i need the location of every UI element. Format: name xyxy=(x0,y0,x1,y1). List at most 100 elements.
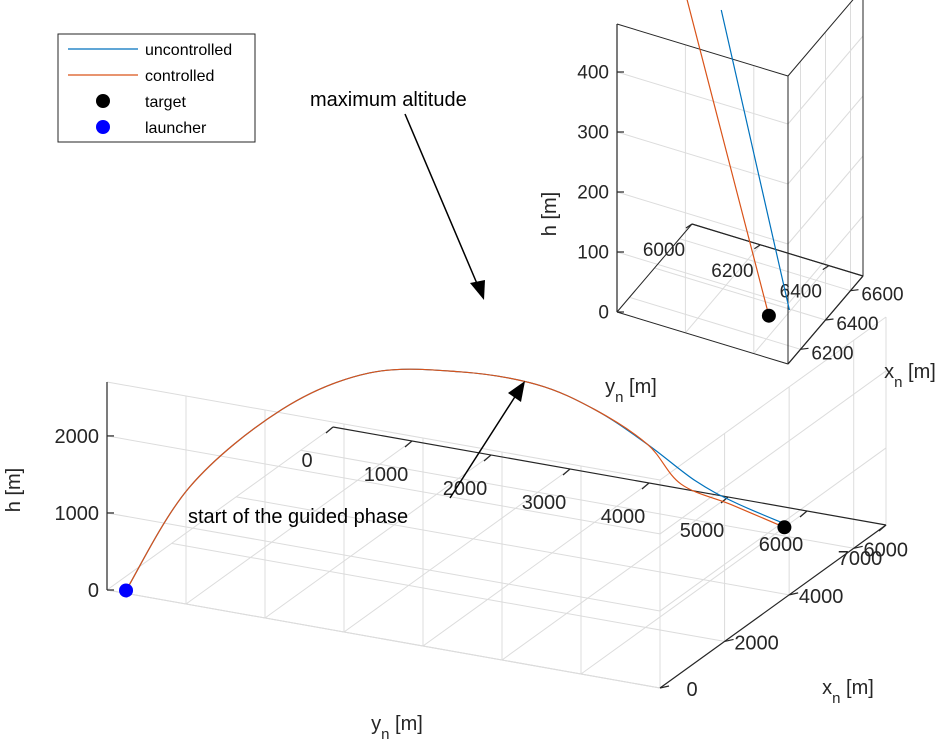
box-edge xyxy=(106,589,661,689)
y-axis-line xyxy=(691,223,864,277)
series-controlled xyxy=(125,368,785,591)
main-series xyxy=(119,368,792,598)
x-tick-label: 0 xyxy=(686,679,697,701)
annotation-max-altitude: maximum altitude xyxy=(310,89,485,300)
series-uncontrolled xyxy=(720,9,790,311)
x-tick-label: 6200 xyxy=(811,343,853,364)
x-tick-label: 2000 xyxy=(734,632,779,654)
z-tick-label: 400 xyxy=(577,63,609,84)
z-tick-label: 0 xyxy=(598,303,609,324)
x-axis-line xyxy=(659,524,887,689)
grid-line xyxy=(264,454,492,619)
grid-line xyxy=(629,296,801,350)
legend-marker-target xyxy=(96,94,110,108)
y-tick-label: 2000 xyxy=(443,478,488,500)
inset-x-axis-label: xn [m] xyxy=(884,361,936,391)
box-edge xyxy=(616,223,693,313)
box-edge xyxy=(616,311,789,365)
grid-line xyxy=(616,131,789,185)
grid-line xyxy=(106,426,334,591)
main-axes xyxy=(106,316,887,689)
box-edge xyxy=(659,316,887,481)
grid-line xyxy=(616,251,789,305)
inset-3d-chart: 0 100 200 300 400 6000 6200 6400 6200 6400 6600 h … xyxy=(539,0,936,406)
y-tick-label: 1000 xyxy=(364,464,409,486)
z-tick-label: 0 xyxy=(88,580,99,602)
x-tick-label: 6000 xyxy=(863,539,908,561)
x-tick xyxy=(789,592,799,596)
grid-line xyxy=(343,468,571,633)
z-tick-label: 300 xyxy=(577,123,609,144)
y-tick xyxy=(404,440,413,448)
main-3d-chart: 0100020000100020003000400050006000700002… xyxy=(3,89,908,741)
grid-line xyxy=(787,35,864,125)
y-tick-label: 6400 xyxy=(780,282,822,303)
grid-line xyxy=(501,496,729,661)
grid-line xyxy=(300,449,854,549)
y-tick-label: 5000 xyxy=(680,520,725,542)
y-tick xyxy=(685,223,693,229)
y-tick xyxy=(641,482,650,490)
x-tick xyxy=(724,638,734,643)
x-tick xyxy=(825,318,834,321)
legend-box xyxy=(57,33,256,143)
y-tick-label: 3000 xyxy=(522,492,567,514)
y-tick-label: 6000 xyxy=(643,240,685,261)
legend-label: uncontrolled xyxy=(145,42,232,59)
grid-line xyxy=(236,496,790,596)
annotation-text: maximum altitude xyxy=(310,89,467,111)
annotation-arrow-line xyxy=(404,113,479,287)
grid-line xyxy=(185,440,413,605)
y-tick xyxy=(562,468,571,476)
y-axis-line xyxy=(332,426,887,526)
grid-line xyxy=(580,510,808,675)
series-controlled xyxy=(686,0,770,316)
legend-label: launcher xyxy=(145,120,207,137)
y-tick-label: 6200 xyxy=(711,261,753,282)
box-edge xyxy=(106,381,661,481)
box-edge xyxy=(616,23,789,77)
x-tick-label: 6400 xyxy=(836,314,878,335)
grid-line xyxy=(654,267,826,321)
main-x-axis-label: xn [m] xyxy=(822,677,874,707)
y-tick-label: 0 xyxy=(301,450,312,472)
y-tick-label: 7000 xyxy=(838,548,883,570)
grid-line xyxy=(787,155,864,245)
box-edge xyxy=(787,0,854,77)
main-z-axis-label: h [m] xyxy=(3,468,25,512)
inset-axes xyxy=(616,0,864,365)
x-tick xyxy=(850,289,859,292)
annotation-arrow-head xyxy=(508,381,525,402)
y-tick xyxy=(822,265,830,271)
annotation-arrow-line xyxy=(449,391,519,499)
grid-line xyxy=(422,482,650,647)
grid-line xyxy=(659,370,887,535)
y-tick-label: 4000 xyxy=(601,506,646,528)
z-tick-label: 200 xyxy=(577,183,609,204)
grid-line xyxy=(106,512,661,612)
legend-label: controlled xyxy=(145,68,214,85)
x-tick xyxy=(800,347,809,350)
annotation-guided-phase: start of the guided phase xyxy=(188,381,525,528)
legend: uncontrolled controlled target launcher xyxy=(57,33,256,143)
annotation-text: start of the guided phase xyxy=(188,506,408,528)
marker-launcher xyxy=(119,583,134,598)
grid-line xyxy=(787,95,864,185)
inset-z-axis-label: h [m] xyxy=(539,192,561,236)
x-tick xyxy=(659,685,670,689)
x-tick xyxy=(853,545,863,549)
grid-line xyxy=(616,71,789,125)
y-tick-label: 6000 xyxy=(759,534,804,556)
grid-line xyxy=(679,238,851,292)
grid-line xyxy=(616,191,789,245)
x-tick-label: 6600 xyxy=(861,285,903,306)
y-tick xyxy=(483,454,492,462)
grid-line xyxy=(659,447,887,612)
y-tick xyxy=(754,244,761,250)
legend-label: target xyxy=(145,94,186,111)
marker-target xyxy=(777,520,792,535)
main-y-axis-label: yn [m] xyxy=(371,713,423,741)
y-tick xyxy=(325,426,334,434)
inset-series xyxy=(686,0,790,323)
y-tick xyxy=(799,510,808,518)
